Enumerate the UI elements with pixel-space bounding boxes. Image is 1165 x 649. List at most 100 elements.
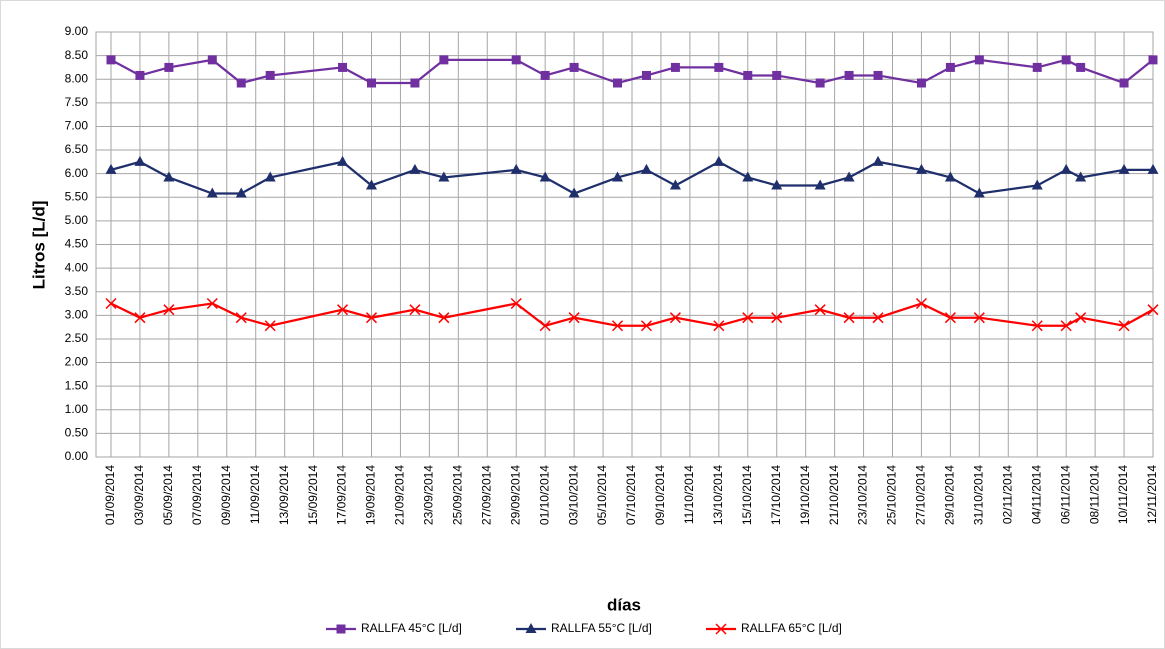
marker [568, 312, 580, 324]
marker [1061, 55, 1071, 65]
marker [105, 297, 117, 310]
y-tick-label: 6.50 [65, 142, 89, 156]
marker [1118, 163, 1130, 174]
marker [843, 171, 855, 182]
marker [611, 320, 624, 332]
marker [135, 70, 145, 80]
marker [163, 171, 175, 182]
marker [409, 163, 421, 174]
marker [814, 179, 826, 190]
y-tick-label: 8.50 [65, 48, 89, 62]
marker [338, 62, 348, 72]
x-tick-label: 05/09/2014 [161, 465, 175, 525]
y-tick-label: 3.50 [65, 284, 89, 298]
marker [771, 179, 783, 190]
x-tick-label: 17/09/2014 [335, 465, 349, 525]
marker [640, 163, 652, 174]
x-tick-label: 13/09/2014 [277, 465, 291, 525]
y-tick-label: 4.00 [65, 260, 89, 274]
marker [742, 312, 754, 324]
x-tick-label: 02/11/2014 [1000, 465, 1014, 524]
x-tick-label: 17/10/2014 [769, 465, 783, 525]
x-tick-label: 01/09/2014 [103, 465, 117, 525]
y-axis-title: Litros [L/d] [29, 201, 48, 290]
x-tick-label: 19/10/2014 [798, 465, 812, 525]
x-tick-label: 15/10/2014 [740, 465, 754, 525]
legend-label: RALLFA 45°C [L/d] [361, 621, 462, 635]
x-tick-label: 25/09/2014 [451, 465, 465, 525]
x-tick-label: 10/11/2014 [1116, 465, 1130, 524]
marker [715, 623, 727, 635]
marker [1147, 163, 1159, 174]
marker [1031, 320, 1043, 332]
marker [973, 312, 985, 324]
marker [944, 312, 956, 324]
marker [366, 179, 377, 190]
x-tick-label: 07/09/2014 [190, 465, 204, 525]
marker [337, 304, 349, 316]
marker [669, 179, 681, 190]
series-line [110, 58, 1154, 85]
marker [337, 155, 349, 166]
x-tick-label: 15/09/2014 [306, 465, 320, 525]
marker [367, 78, 376, 88]
marker [612, 171, 624, 182]
marker [1118, 320, 1130, 332]
marker [569, 62, 579, 72]
x-axis-title: días [607, 595, 641, 614]
marker [1032, 62, 1042, 72]
marker [235, 312, 247, 324]
x-tick-label: 09/10/2014 [653, 465, 667, 525]
x-tick-label: 27/10/2014 [914, 465, 928, 525]
y-tick-label: 4.50 [65, 237, 89, 251]
marker [439, 55, 449, 65]
y-tick-label: 3.00 [65, 308, 89, 322]
x-tick-label: 12/11/2014 [1145, 465, 1159, 524]
x-tick-label: 04/11/2014 [1029, 465, 1043, 524]
marker [206, 297, 218, 310]
marker [539, 320, 551, 332]
marker [915, 163, 927, 174]
marker [336, 624, 346, 634]
marker [1076, 62, 1086, 72]
marker [235, 187, 247, 198]
x-tick-label: 25/10/2014 [885, 465, 899, 525]
marker [264, 171, 276, 182]
marker [613, 78, 623, 88]
marker [873, 70, 883, 80]
marker [510, 297, 522, 310]
y-tick-label: 7.00 [65, 119, 89, 133]
marker [164, 62, 174, 72]
y-tick-label: 9.00 [65, 24, 89, 38]
x-tick-label: 03/09/2014 [132, 465, 146, 525]
x-tick-label: 03/10/2014 [566, 465, 580, 525]
marker [844, 70, 854, 80]
marker [163, 304, 175, 316]
x-tick-label: 23/10/2014 [856, 465, 870, 525]
x-tick-label: 13/10/2014 [711, 465, 725, 525]
marker [207, 55, 217, 65]
marker [365, 312, 378, 324]
marker [264, 320, 276, 332]
marker [872, 312, 884, 324]
y-tick-label: 1.50 [65, 378, 89, 392]
x-tick-label: 07/10/2014 [624, 465, 638, 525]
x-tick-label: 21/10/2014 [827, 465, 841, 525]
marker [1075, 312, 1087, 324]
x-tick-label: 01/10/2014 [537, 465, 551, 525]
y-tick-label: 5.50 [65, 189, 89, 203]
marker [742, 171, 754, 182]
marker [1060, 163, 1072, 174]
x-tick-label: 11/09/2014 [248, 465, 262, 524]
marker [843, 312, 855, 324]
marker [670, 62, 680, 72]
marker [974, 55, 984, 65]
x-tick-label: 23/09/2014 [422, 465, 436, 525]
marker [1147, 304, 1159, 316]
marker [669, 312, 681, 324]
series-line [110, 302, 1154, 327]
x-tick-label: 05/10/2014 [595, 465, 609, 525]
marker [410, 78, 420, 88]
x-tick-label: 31/10/2014 [972, 465, 986, 525]
